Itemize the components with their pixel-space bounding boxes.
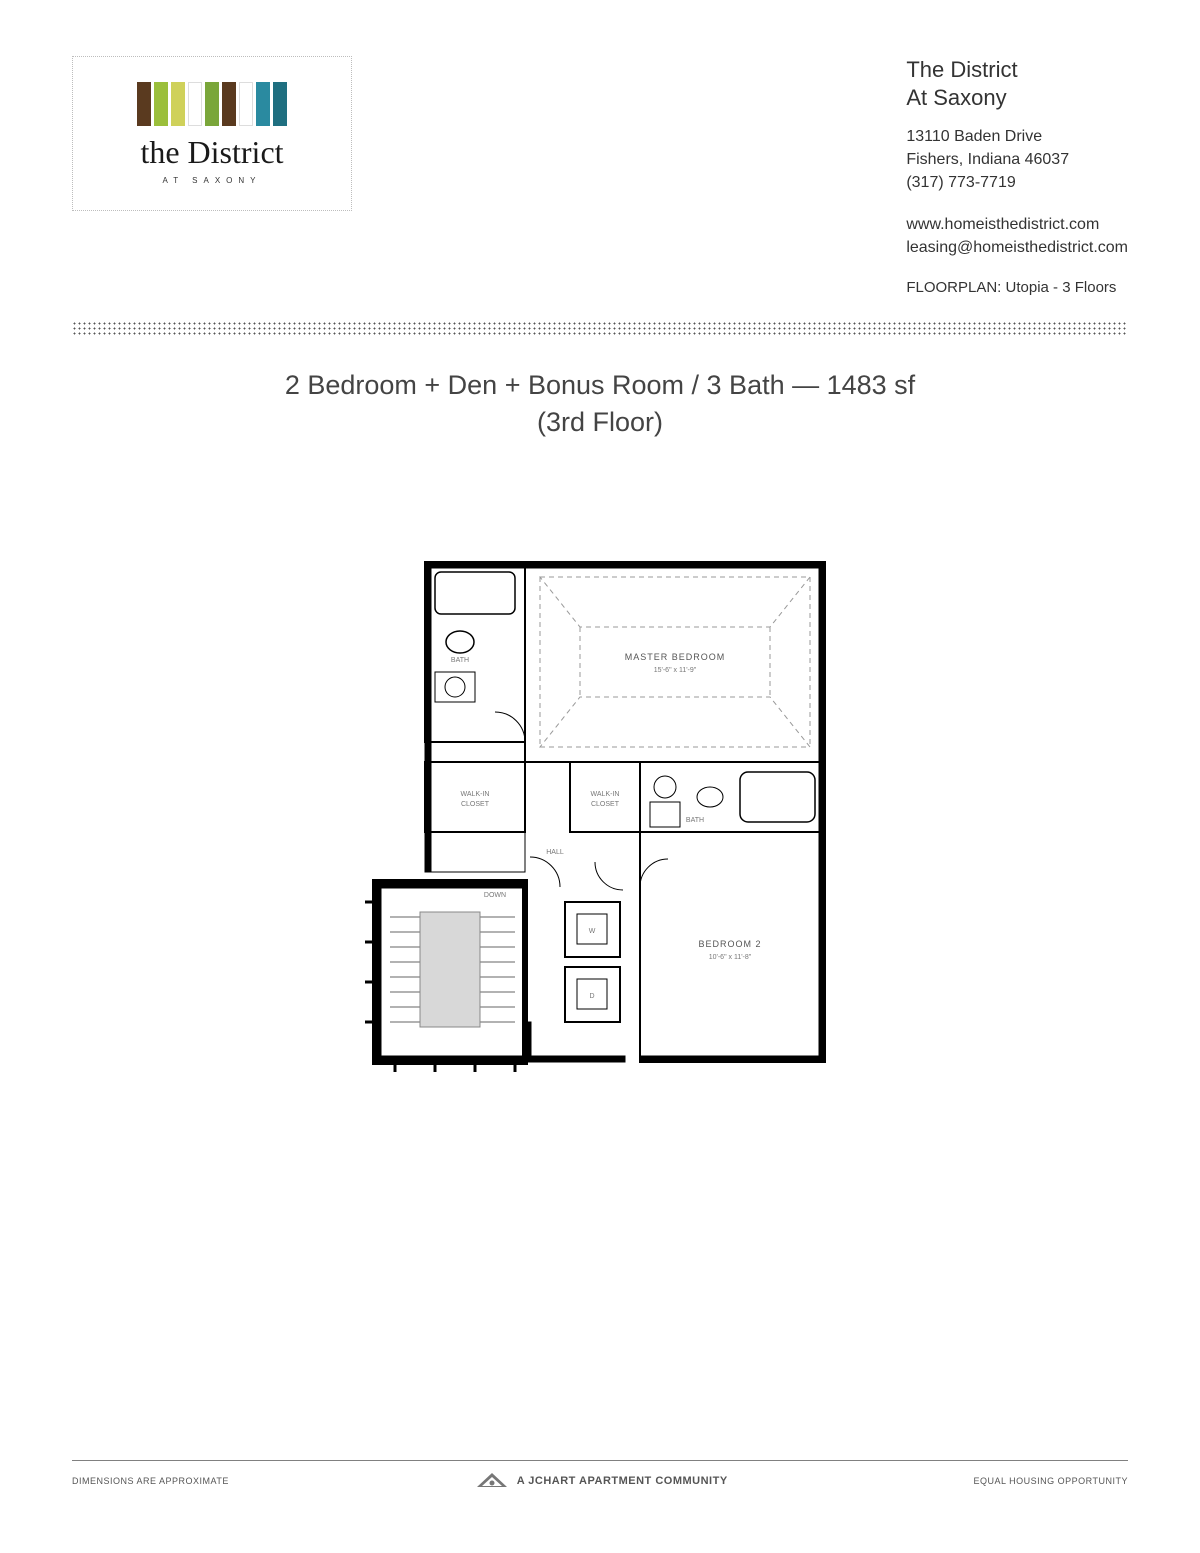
floorplan-value: Utopia - 3 Floors (1006, 279, 1117, 296)
property-name-line1: The District (906, 56, 1128, 84)
logo-script-text: the District (140, 136, 283, 168)
label-hall: HALL (546, 849, 564, 856)
label-dryer: D (589, 993, 594, 1000)
footer-right: EQUAL HOUSING OPPORTUNITY (973, 1476, 1128, 1486)
label-wic1-l2: CLOSET (461, 801, 490, 808)
floorplan-diagram: MASTER BEDROOM 15'-6" x 11'-9" BATH WALK… (72, 552, 1128, 1072)
logo-bars (137, 82, 287, 126)
floorplan-label: FLOORPLAN: (906, 279, 1001, 296)
dim-master: 15'-6" x 11'-9" (654, 667, 697, 674)
dim-bedroom2: 10'-6" x 11'-8" (709, 954, 752, 961)
label-wic2-l1: WALK-IN (591, 791, 620, 798)
title-line2: (3rd Floor) (72, 404, 1128, 442)
property-name-line2: At Saxony (906, 84, 1128, 112)
label-master: MASTER BEDROOM (625, 652, 726, 662)
address-line2: Fishers, Indiana 46037 (906, 148, 1128, 171)
roof-icon (475, 1471, 509, 1491)
title-line1: 2 Bedroom + Den + Bonus Room / 3 Bath — … (72, 367, 1128, 405)
label-wic1-l1: WALK-IN (461, 791, 490, 798)
dotted-divider (72, 321, 1128, 335)
address-line1: 13110 Baden Drive (906, 125, 1128, 148)
footer: DIMENSIONS ARE APPROXIMATE A JCHART APAR… (72, 1460, 1128, 1491)
label-bath2: BATH (686, 817, 704, 824)
logo-box: the District AT SAXONY (72, 56, 352, 211)
website: www.homeisthedistrict.com (906, 213, 1128, 236)
label-washer: W (589, 928, 596, 935)
footer-center: A JCHART APARTMENT COMMUNITY (475, 1471, 728, 1491)
property-info: The District At Saxony 13110 Baden Drive… (906, 56, 1128, 299)
phone: (317) 773-7719 (906, 171, 1128, 194)
footer-center-text: A JCHART APARTMENT COMMUNITY (517, 1475, 728, 1487)
label-wic2-l2: CLOSET (591, 801, 620, 808)
label-bath1: BATH (451, 657, 469, 664)
logo-sub-text: AT SAXONY (162, 176, 261, 185)
footer-left: DIMENSIONS ARE APPROXIMATE (72, 1476, 229, 1486)
label-bedroom2: BEDROOM 2 (698, 939, 761, 949)
page-title: 2 Bedroom + Den + Bonus Room / 3 Bath — … (72, 367, 1128, 443)
email: leasing@homeisthedistrict.com (906, 236, 1128, 259)
label-down: DOWN (484, 892, 506, 899)
